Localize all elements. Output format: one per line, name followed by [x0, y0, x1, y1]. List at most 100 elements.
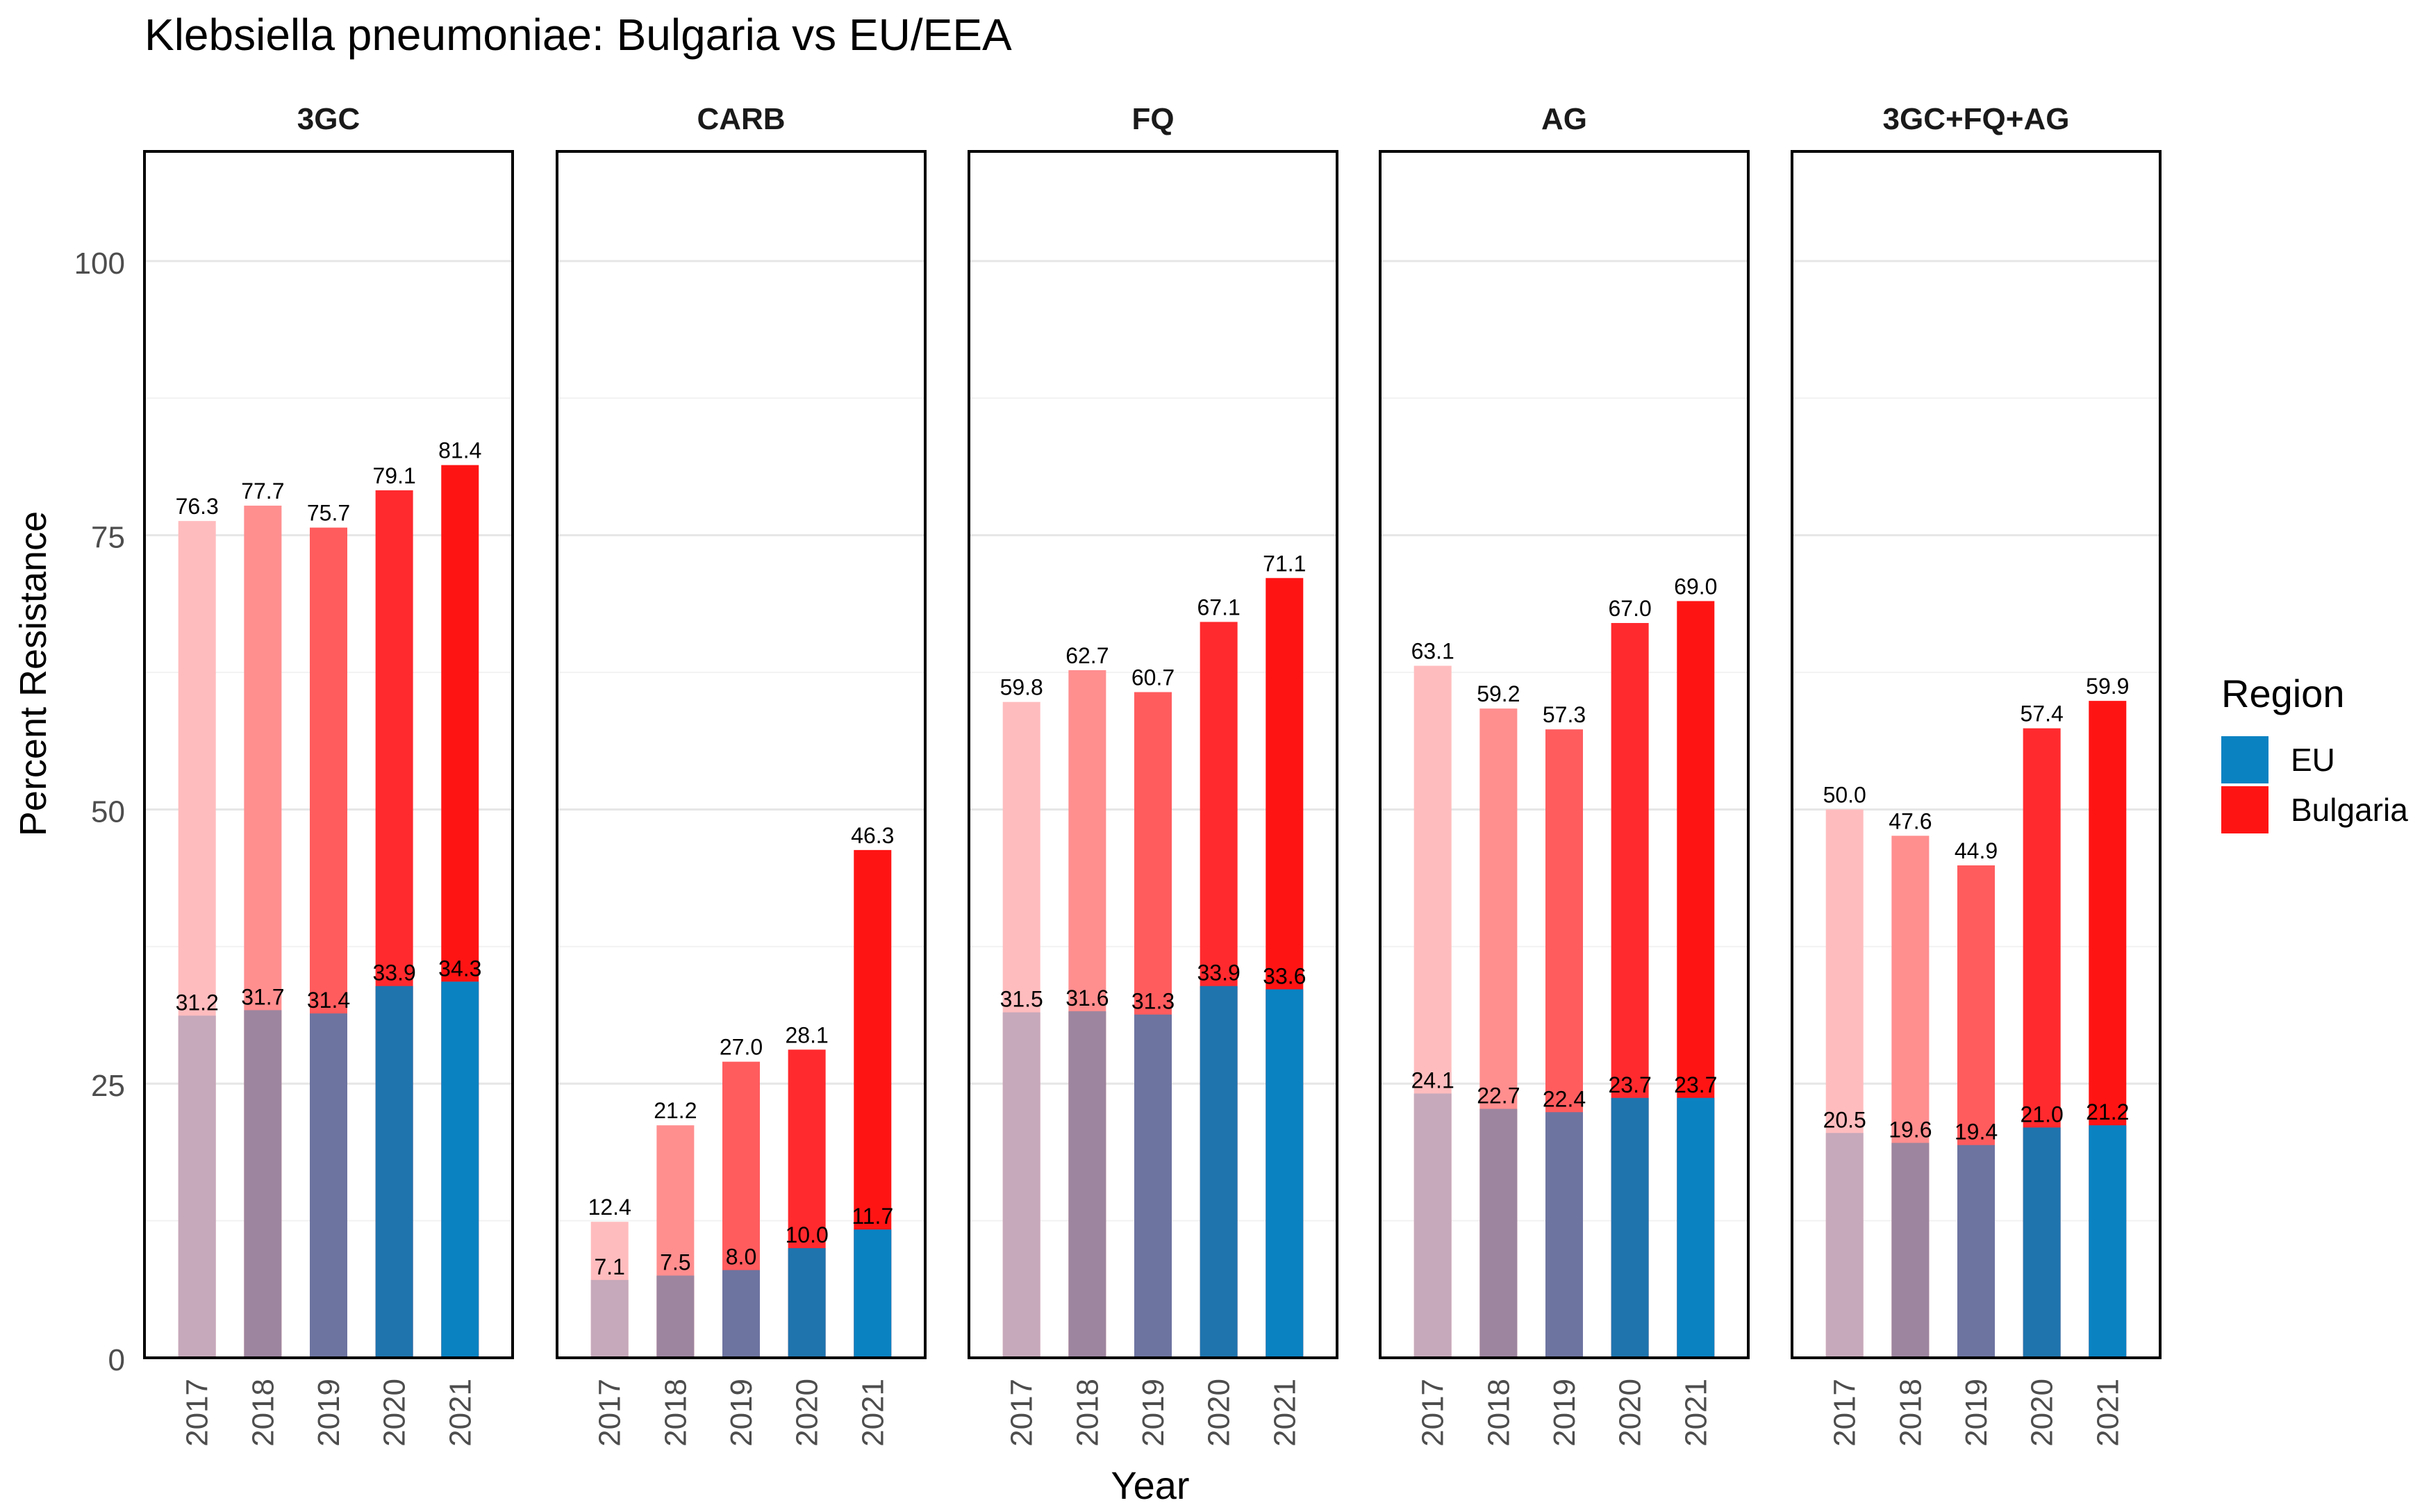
y-tick-label-25: 25 [91, 1069, 125, 1103]
data-label-eu: 10.0 [786, 1222, 829, 1247]
data-label-bulgaria: 57.4 [2021, 701, 2064, 726]
data-label-eu: 33.6 [1263, 963, 1306, 988]
y-tick-label-100: 100 [74, 247, 125, 281]
data-label-bulgaria: 46.3 [851, 823, 894, 848]
data-label-bulgaria: 59.9 [2086, 674, 2129, 699]
x-tick-label-2019: 2019 [312, 1379, 346, 1447]
y-tick-label-50: 50 [91, 795, 125, 829]
data-label-bulgaria: 81.4 [438, 438, 481, 463]
bar-eu-2020 [1200, 986, 1238, 1358]
data-label-bulgaria: 44.9 [1955, 838, 1998, 863]
data-label-eu: 31.4 [307, 988, 350, 1013]
bar-eu-2021 [2089, 1125, 2127, 1358]
data-label-bulgaria: 77.7 [241, 479, 284, 504]
data-label-eu: 31.5 [1000, 987, 1043, 1012]
x-tick-label-2017: 2017 [1416, 1379, 1450, 1447]
panel-border [143, 150, 514, 1359]
data-label-bulgaria: 59.8 [1000, 675, 1043, 700]
data-label-eu: 20.5 [1823, 1107, 1866, 1132]
bar-eu-2018 [244, 1010, 282, 1358]
bar-eu-2018 [1479, 1108, 1518, 1358]
bar-eu-2017 [590, 1279, 629, 1358]
data-label-bulgaria: 12.4 [588, 1195, 631, 1220]
bar-eu-2018 [1068, 1011, 1106, 1358]
x-tick-label-2017: 2017 [1005, 1379, 1039, 1447]
bar-eu-2017 [178, 1015, 216, 1358]
x-tick-label-2019: 2019 [1959, 1379, 1993, 1447]
data-label-bulgaria: 21.2 [654, 1098, 697, 1123]
data-label-eu: 33.9 [373, 961, 416, 986]
bar-eu-2021 [1266, 989, 1304, 1358]
bar-eu-2019 [1134, 1014, 1172, 1358]
data-label-bulgaria: 79.1 [373, 463, 416, 488]
data-label-eu: 11.7 [852, 1204, 893, 1229]
data-label-bulgaria: 75.7 [307, 501, 350, 526]
bar-eu-2018 [1891, 1143, 1930, 1358]
x-tick-label-2018: 2018 [1482, 1379, 1516, 1447]
facet-label: FQ [1131, 102, 1174, 136]
bar-eu-2021 [854, 1229, 892, 1358]
bar-eu-2020 [2023, 1127, 2061, 1358]
x-tick-label-2017: 2017 [181, 1379, 215, 1447]
x-tick-label-2018: 2018 [1893, 1379, 1927, 1447]
x-tick-label-2021: 2021 [1679, 1379, 1713, 1447]
data-label-eu: 24.1 [1411, 1067, 1454, 1093]
legend: Region EU Bulgaria [2221, 672, 2408, 833]
bar-eu-2017 [1002, 1012, 1040, 1358]
panel-border [1791, 150, 2162, 1359]
x-tick-label-2019: 2019 [724, 1379, 758, 1447]
x-tick-label-2020: 2020 [1614, 1379, 1648, 1447]
data-label-eu: 7.5 [660, 1250, 690, 1275]
x-tick-label-2018: 2018 [246, 1379, 280, 1447]
data-label-bulgaria: 71.1 [1263, 551, 1306, 576]
x-tick-label-2021: 2021 [443, 1379, 477, 1447]
bar-eu-2019 [1545, 1112, 1583, 1358]
x-tick-label-2018: 2018 [1070, 1379, 1104, 1447]
data-label-bulgaria: 60.7 [1131, 665, 1175, 690]
data-label-bulgaria: 63.1 [1411, 639, 1454, 664]
legend-title: Region [2221, 672, 2344, 715]
data-label-eu: 8.0 [726, 1245, 756, 1270]
panel-border [968, 150, 1338, 1359]
data-label-bulgaria: 67.0 [1609, 596, 1652, 621]
bar-eu-2017 [1825, 1133, 1864, 1358]
data-label-bulgaria: 50.0 [1823, 782, 1866, 807]
facet-label: 3GC+FQ+AG [1883, 102, 2070, 136]
legend-swatch-bulgaria [2221, 786, 2268, 833]
facet-label: CARB [697, 102, 785, 136]
panel-border [556, 150, 927, 1359]
data-label-bulgaria: 62.7 [1065, 643, 1109, 668]
facet-panels: 3GC 76.3 31.2 2017 77.7 31.7 2018 75.7 31.4 2019 7… [143, 102, 2162, 1447]
legend-swatch-eu [2221, 736, 2268, 783]
panel-2: FQ 59.8 31.5 2017 62.7 31.6 2018 60.7 31.3 2019 67… [968, 102, 1338, 1447]
data-label-eu: 21.0 [2021, 1102, 2064, 1127]
y-tick-label-0: 0 [108, 1343, 125, 1377]
panel-border [1379, 150, 1750, 1359]
bar-eu-2020 [1611, 1097, 1649, 1358]
data-label-eu: 7.1 [594, 1254, 624, 1279]
data-label-eu: 31.3 [1131, 989, 1175, 1014]
x-axis-title: Year [1111, 1463, 1189, 1507]
bar-eu-2021 [1677, 1097, 1715, 1358]
bar-eu-2021 [441, 981, 479, 1358]
data-label-bulgaria: 69.0 [1674, 574, 1717, 599]
bar-eu-2018 [656, 1275, 695, 1358]
y-tick-label-75: 75 [91, 521, 125, 555]
legend-label-eu: EU [2291, 742, 2335, 778]
bar-eu-2020 [788, 1248, 826, 1358]
x-tick-label-2021: 2021 [856, 1379, 890, 1447]
data-label-eu: 22.7 [1477, 1083, 1520, 1108]
data-label-bulgaria: 47.6 [1889, 808, 1932, 833]
bar-eu-2019 [722, 1270, 760, 1358]
data-label-eu: 31.7 [241, 984, 284, 1009]
data-label-eu: 23.7 [1674, 1072, 1717, 1097]
bar-eu-2019 [1957, 1145, 1995, 1358]
data-label-eu: 19.6 [1889, 1117, 1932, 1142]
x-tick-label-2019: 2019 [1548, 1379, 1582, 1447]
bar-eu-2020 [375, 986, 413, 1358]
panel-1: CARB 12.4 7.1 2017 21.2 7.5 2018 27.0 8.0 2019 28.… [556, 102, 927, 1447]
x-tick-label-2019: 2019 [1136, 1379, 1170, 1447]
x-tick-label-2020: 2020 [2025, 1379, 2059, 1447]
legend-label-bulgaria: Bulgaria [2291, 792, 2408, 828]
